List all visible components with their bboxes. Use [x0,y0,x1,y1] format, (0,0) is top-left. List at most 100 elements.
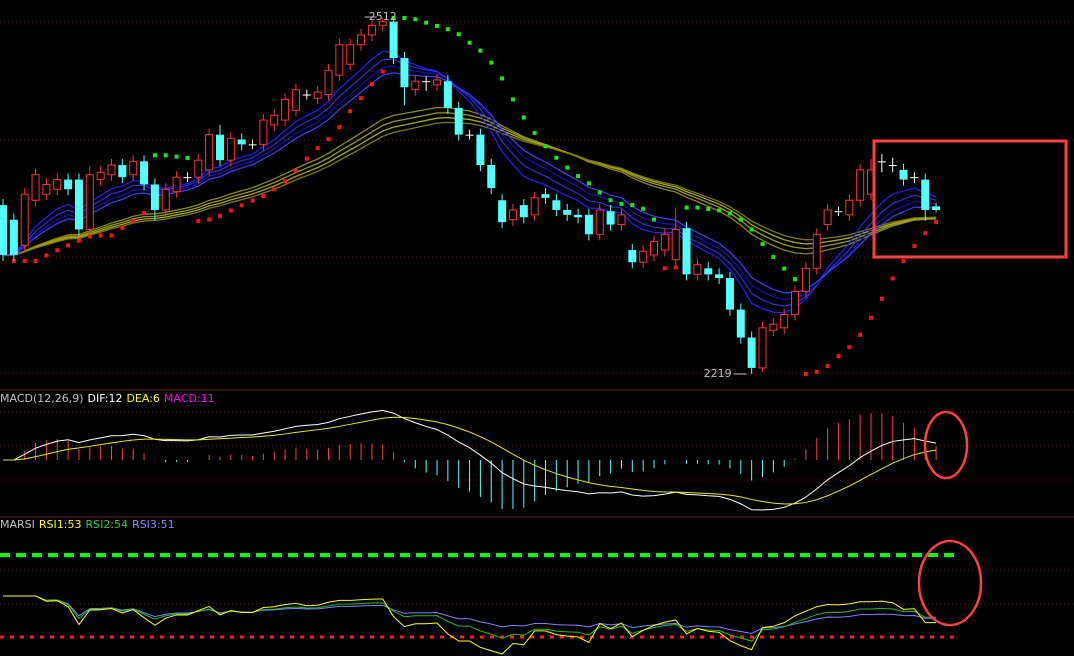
candle-body [346,44,355,65]
sar-dot [597,190,602,195]
sar-dot [586,181,591,186]
candle-body [888,165,897,167]
candle-body [595,209,604,235]
panel-label: DIF:12 [88,392,123,405]
sar-dot [489,60,494,65]
candle-body [932,206,941,210]
candle-body [64,179,73,190]
candle-body [53,179,62,190]
sar-dot [185,155,190,160]
sar-dot [66,243,71,248]
sar-dot [445,27,450,32]
rsi3-line [3,595,937,635]
sar-dot [76,238,81,243]
sar-dot [359,96,364,101]
sar-dot [521,115,526,120]
sar-dot [934,220,939,225]
sar-dot [391,16,396,20]
candle-body [899,169,908,180]
candle-body [205,134,214,171]
sar-dot [44,253,49,258]
candle-body [454,107,463,135]
candle-body [216,134,224,161]
candle-body [476,134,485,166]
candle-body [107,164,116,176]
candle-body [574,214,583,218]
sar-dot [98,233,103,238]
sar-dot [749,227,754,232]
sar-dot [272,187,277,192]
candle-body [389,21,398,59]
sar-dot [869,315,873,320]
sar-dot [608,198,613,203]
dif-line [3,409,937,511]
sar-dot [673,265,678,270]
sar-dot [402,16,407,20]
sar-dot [771,254,776,259]
candle-body [161,188,170,211]
candle-body [335,44,344,76]
candle-body [443,81,452,108]
candle-body [487,165,496,189]
highlight-circle [923,410,969,480]
candle-body [302,94,311,96]
candle-body [563,209,572,215]
sar-dot [239,203,244,208]
candle-body [20,193,29,246]
candle-body [411,80,420,91]
slow-average [3,106,937,256]
candle-body [150,184,159,210]
candle-body [715,274,724,279]
rsi2-line [3,595,937,642]
sar-dot [380,69,385,74]
sar-dot [109,233,114,238]
sar-dot [456,32,461,37]
sar-dot [847,345,852,350]
sar-dot [630,203,635,208]
sar-dot [87,234,92,239]
sar-dot [207,217,212,222]
sar-dot [131,218,136,223]
candle-body [74,179,83,230]
sar-dot [879,296,884,301]
sar-dot [55,248,60,253]
sar-dot [814,369,819,374]
sar-dot [576,174,581,179]
sar-dot [435,23,439,28]
candle-body [129,160,138,176]
candle-body [498,200,507,223]
panel-label: MACD(12,26,9) [0,392,84,405]
sar-dot [218,213,222,218]
sar-dot [174,154,179,159]
candle-body [704,268,713,275]
sar-dot [315,146,320,151]
candle-body [291,89,300,111]
sar-dot [684,205,689,210]
sar-dot [890,276,895,281]
candle-body [118,165,127,178]
candle-body [758,327,767,369]
dea-line [3,416,937,505]
candle-body [96,171,105,181]
candle-body [606,211,615,225]
candle-body [834,211,843,213]
highlight-box [872,139,1068,259]
candle-body [194,159,203,178]
candle-body [42,183,51,195]
max-label: 2512 [369,10,397,23]
slow-average [3,112,937,256]
candle-body [172,176,181,193]
candle-body [183,177,192,179]
sar-dot [369,82,374,87]
candle-body [0,205,7,255]
candle-body [617,214,626,226]
candle-body [693,264,702,275]
sar-dot [717,208,722,213]
sar-dot [467,40,472,45]
candle-body [324,69,333,96]
candle-body [682,228,691,275]
sar-dot [228,208,233,213]
candle-body [357,34,366,46]
candle-body [877,161,886,163]
